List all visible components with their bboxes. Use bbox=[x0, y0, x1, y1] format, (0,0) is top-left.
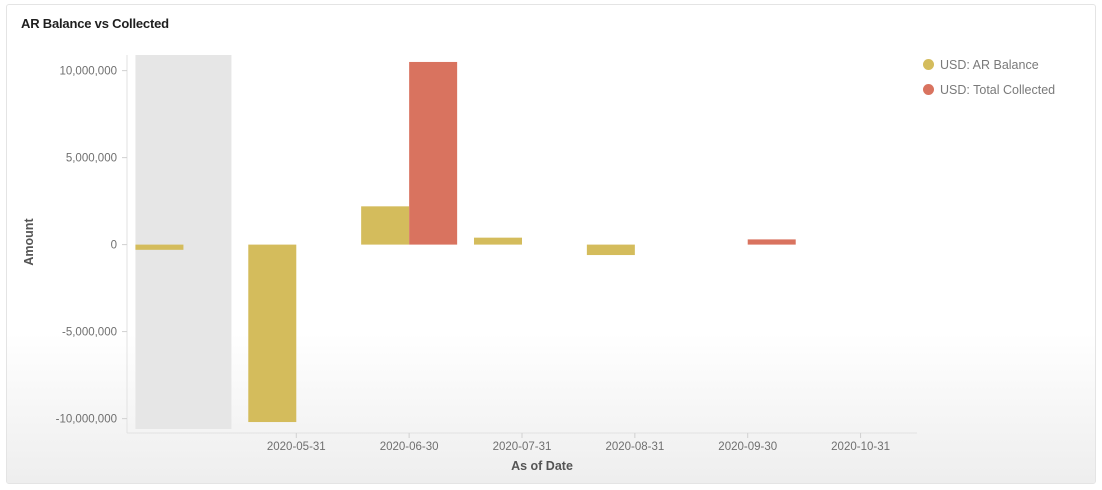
chart-panel: AR Balance vs Collected -10,000,000 -5,00… bbox=[6, 4, 1096, 484]
legend-label: USD: AR Balance bbox=[940, 57, 1039, 72]
x-tick-label: 2020-07-31 bbox=[493, 441, 552, 453]
bar-ar-balance bbox=[586, 244, 635, 256]
y-axis-title: Amount bbox=[22, 218, 36, 266]
legend-swatch bbox=[923, 84, 934, 95]
x-tick-label: 2020-06-30 bbox=[380, 441, 439, 453]
bar-chart: -10,000,000 -5,000,000 0 5,000,000 10,000,00… bbox=[22, 55, 917, 473]
x-axis-title: As of Date bbox=[511, 459, 573, 473]
chart-title: AR Balance vs Collected bbox=[21, 16, 169, 31]
bar-total-collected bbox=[409, 61, 458, 245]
y-tick-label: 0 bbox=[111, 240, 117, 252]
x-tick-label: 2020-05-31 bbox=[267, 441, 326, 453]
bar-total-collected bbox=[747, 239, 796, 245]
x-tick-label: 2020-08-31 bbox=[605, 441, 664, 453]
bar-ar-balance bbox=[135, 244, 184, 250]
legend-swatch bbox=[923, 59, 934, 70]
bar-ar-balance bbox=[248, 244, 297, 423]
y-tick-label: -10,000,000 bbox=[56, 414, 117, 426]
highlight-band bbox=[135, 55, 232, 429]
y-tick-label: 10,000,000 bbox=[59, 66, 117, 78]
y-tick-label: -5,000,000 bbox=[62, 327, 117, 339]
legend-label: USD: Total Collected bbox=[940, 82, 1056, 97]
x-tick-label: 2020-09-30 bbox=[718, 441, 777, 453]
bar-ar-balance bbox=[361, 206, 410, 245]
legend-item[interactable]: USD: AR Balance bbox=[923, 52, 1055, 77]
bar-ar-balance bbox=[474, 237, 522, 245]
legend-item[interactable]: USD: Total Collected bbox=[923, 77, 1055, 102]
x-tick-label: 2020-10-31 bbox=[831, 441, 890, 453]
y-tick-label: 5,000,000 bbox=[66, 153, 117, 165]
legend: USD: AR Balance USD: Total Collected bbox=[923, 52, 1055, 102]
